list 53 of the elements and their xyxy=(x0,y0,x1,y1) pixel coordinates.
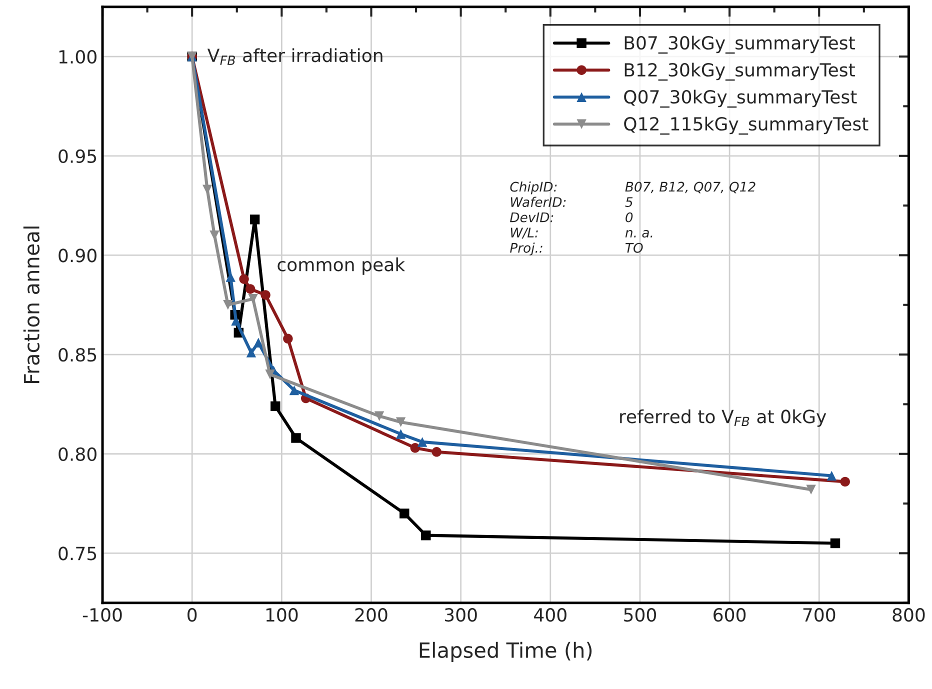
legend-label: Q12_115kGy_summaryTest xyxy=(624,116,868,135)
point xyxy=(239,274,249,284)
annotation: V$_{FB}$ after irradiation xyxy=(207,48,382,65)
annotation: ChipID: WaferID: DevID: W/L: Proj.: xyxy=(510,182,566,256)
annotation: referred to V$_{FB}$ at 0kGy xyxy=(620,409,826,427)
point xyxy=(246,348,256,358)
point xyxy=(223,300,233,310)
legend-label: Q07_30kGy_summaryTest xyxy=(624,90,857,108)
y-tick-label: 0.80 xyxy=(58,447,96,461)
annotation: B07, B12, Q07, Q12 5 0 n. a. TO xyxy=(625,182,756,253)
point xyxy=(291,433,301,443)
x-tick-label: 0 xyxy=(188,608,197,622)
point xyxy=(265,370,275,380)
point xyxy=(245,284,256,294)
point xyxy=(806,484,816,494)
x-tick-label: 400 xyxy=(534,608,566,622)
point xyxy=(400,508,410,518)
point xyxy=(289,385,300,396)
point xyxy=(250,214,260,224)
x-tick-label: 600 xyxy=(714,608,746,622)
y-tick-label: 0.75 xyxy=(58,546,96,560)
point xyxy=(830,538,840,548)
x-tick-label: 500 xyxy=(624,608,656,622)
point xyxy=(432,447,442,457)
point xyxy=(210,230,220,240)
y-tick-label: 0.90 xyxy=(58,248,96,262)
point xyxy=(421,530,431,540)
y-tick-label: 1.00 xyxy=(59,50,96,64)
point xyxy=(254,338,264,348)
point xyxy=(396,417,406,427)
point xyxy=(417,437,428,447)
point xyxy=(374,411,384,421)
x-tick-label: 100 xyxy=(266,608,298,622)
annotation: common peak xyxy=(278,257,406,275)
x-tick-label: 300 xyxy=(444,608,477,622)
point xyxy=(826,470,837,481)
point xyxy=(248,294,258,304)
legend-label: B07_30kGy_summaryTest xyxy=(624,36,855,54)
x-tick-label: 800 xyxy=(892,608,925,622)
point xyxy=(283,334,293,344)
point xyxy=(260,290,270,300)
y-tick-label: 0.85 xyxy=(58,348,96,362)
x-tick-label: 700 xyxy=(803,608,836,622)
x-tick-label: 200 xyxy=(355,608,388,622)
legend-label: B12_30kGy_summaryTest xyxy=(624,62,855,81)
point xyxy=(840,476,850,487)
y-axis-title: Fraction anneal xyxy=(23,226,40,384)
y-tick-label: 0.95 xyxy=(58,149,96,164)
x-tick-label: -100 xyxy=(82,608,122,622)
point xyxy=(410,443,420,453)
x-axis-title: Elapsed Time (h) xyxy=(420,642,592,662)
point xyxy=(396,429,406,439)
point xyxy=(270,401,280,412)
